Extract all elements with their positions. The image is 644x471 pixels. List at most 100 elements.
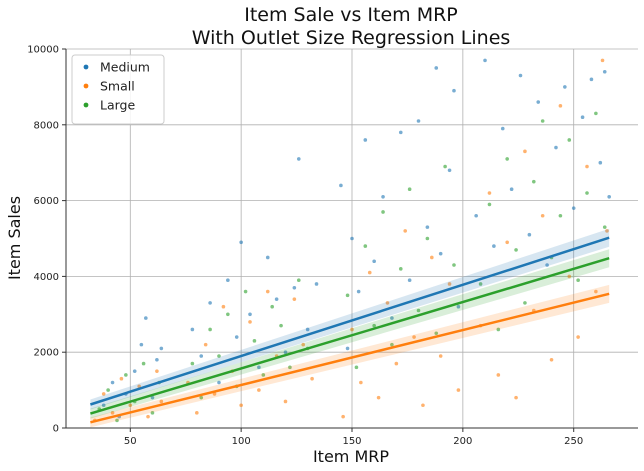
data-point-small bbox=[558, 104, 563, 108]
data-point-medium bbox=[217, 380, 221, 385]
data-point-large bbox=[594, 111, 598, 116]
data-point-small bbox=[301, 342, 306, 347]
data-point-medium bbox=[132, 369, 137, 373]
chart-subtitle: With Outlet Size Regression Lines bbox=[192, 27, 511, 49]
data-point-small bbox=[430, 255, 434, 260]
data-point-small bbox=[110, 411, 115, 415]
legend-label-medium: Medium bbox=[100, 60, 150, 75]
data-point-small bbox=[394, 361, 399, 366]
data-point-small bbox=[496, 373, 501, 377]
data-point-small bbox=[128, 403, 133, 408]
data-point-medium bbox=[452, 88, 456, 93]
scatter-points bbox=[93, 58, 611, 423]
data-point-large bbox=[199, 395, 204, 400]
data-point-large bbox=[261, 373, 266, 377]
data-point-large bbox=[354, 365, 359, 370]
data-point-large bbox=[270, 304, 274, 309]
x-tick-label: 200 bbox=[453, 436, 472, 447]
data-point-large bbox=[443, 164, 447, 169]
data-point-large bbox=[496, 327, 501, 332]
data-point-medium bbox=[372, 259, 376, 264]
data-point-large bbox=[531, 179, 536, 184]
data-point-medium bbox=[492, 244, 496, 248]
data-point-medium bbox=[345, 346, 350, 351]
legend-marker-small bbox=[83, 83, 89, 89]
data-point-medium bbox=[527, 232, 532, 237]
data-point-small bbox=[447, 282, 452, 286]
x-axis-label: Item MRP bbox=[313, 447, 389, 466]
data-point-medium bbox=[589, 77, 594, 82]
data-point-small bbox=[137, 384, 141, 389]
data-point-small bbox=[283, 399, 288, 404]
legend-marker-medium bbox=[83, 64, 89, 70]
regression-band-medium bbox=[90, 228, 610, 410]
data-point-large bbox=[434, 331, 439, 336]
series-medium bbox=[101, 58, 611, 419]
data-point-medium bbox=[474, 213, 478, 218]
data-point-large bbox=[243, 289, 248, 294]
data-point-medium bbox=[248, 312, 252, 317]
data-point-small bbox=[403, 229, 408, 233]
data-point-large bbox=[567, 138, 572, 142]
data-point-small bbox=[567, 274, 572, 279]
data-point-large bbox=[150, 411, 155, 415]
regression-line-small bbox=[90, 292, 610, 424]
data-point-small bbox=[203, 342, 208, 347]
data-point-large bbox=[288, 365, 292, 370]
data-point-large bbox=[585, 191, 589, 195]
data-point-small bbox=[248, 320, 252, 324]
data-point-large bbox=[478, 282, 483, 286]
data-point-large bbox=[487, 202, 492, 207]
x-tick-label: 100 bbox=[232, 436, 251, 447]
data-point-medium bbox=[571, 206, 576, 210]
data-point-medium bbox=[159, 346, 164, 351]
y-tick-label: 0 bbox=[53, 424, 59, 435]
data-point-small bbox=[341, 414, 345, 419]
data-point-large bbox=[252, 339, 257, 343]
data-point-small bbox=[239, 403, 243, 408]
data-point-medium bbox=[356, 289, 361, 294]
data-point-small bbox=[221, 304, 226, 309]
data-point-small bbox=[576, 335, 580, 339]
data-point-large bbox=[106, 388, 110, 392]
data-point-medium bbox=[274, 297, 279, 301]
data-point-small bbox=[412, 335, 416, 339]
data-point-small bbox=[367, 270, 372, 275]
data-point-medium bbox=[398, 130, 403, 135]
data-point-medium bbox=[438, 251, 443, 256]
y-tick-label: 10000 bbox=[27, 45, 59, 56]
data-point-medium bbox=[292, 285, 297, 290]
data-point-large bbox=[576, 278, 580, 282]
series-small bbox=[93, 58, 609, 423]
data-point-small bbox=[376, 395, 381, 400]
data-point-small bbox=[265, 289, 270, 294]
regression-band-large bbox=[90, 249, 610, 419]
data-point-small bbox=[292, 297, 297, 301]
data-point-medium bbox=[390, 316, 394, 320]
regression-lines bbox=[90, 228, 610, 428]
data-point-medium bbox=[101, 403, 106, 408]
data-point-small bbox=[359, 380, 363, 385]
data-point-small bbox=[119, 376, 124, 381]
data-point-large bbox=[124, 373, 128, 377]
data-point-large bbox=[190, 361, 195, 366]
data-point-small bbox=[605, 229, 609, 233]
regression-line-medium bbox=[90, 236, 610, 406]
x-tick-label: 150 bbox=[342, 436, 361, 447]
data-point-large bbox=[514, 248, 518, 252]
data-point-small bbox=[505, 240, 509, 245]
data-point-large bbox=[217, 354, 221, 358]
data-point-medium bbox=[139, 342, 144, 347]
y-tick-label: 2000 bbox=[34, 348, 59, 359]
series-large bbox=[97, 111, 607, 423]
data-point-medium bbox=[199, 354, 204, 358]
data-point-medium bbox=[381, 195, 385, 199]
data-point-small bbox=[159, 399, 164, 404]
data-point-large bbox=[372, 323, 376, 328]
legend: Medium Small Large bbox=[71, 54, 165, 125]
data-point-medium bbox=[283, 350, 288, 355]
data-point-medium bbox=[190, 327, 195, 332]
data-point-small bbox=[421, 403, 425, 408]
data-point-medium bbox=[456, 304, 461, 309]
legend-label-large: Large bbox=[100, 98, 135, 113]
